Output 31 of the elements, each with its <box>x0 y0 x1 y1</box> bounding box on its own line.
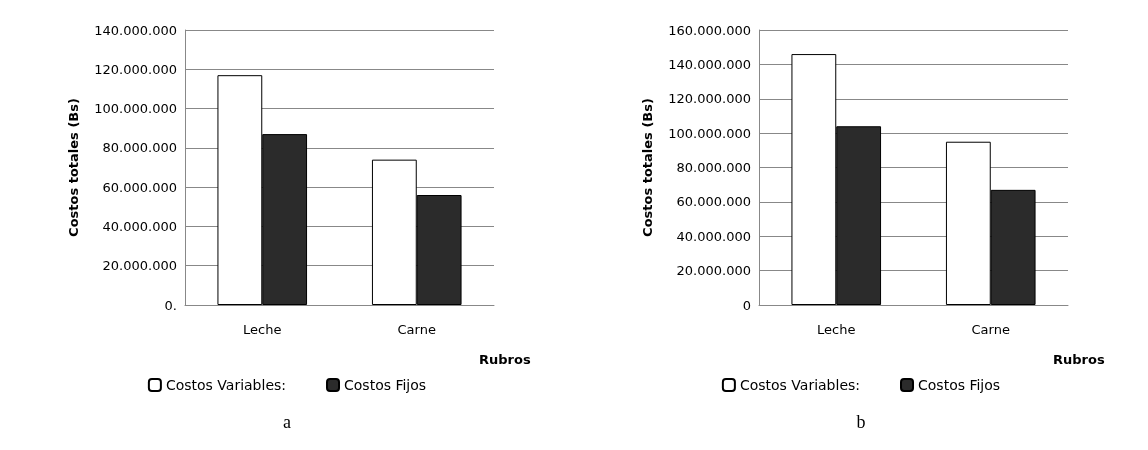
x-axis-title: Rubros <box>1053 352 1105 367</box>
text: b <box>855 412 867 433</box>
y-tick-label: 40.000.000 <box>102 218 177 234</box>
y-tick-label: 40.000.000 <box>676 228 751 244</box>
x-tick-label: Carne <box>971 322 1010 337</box>
y-tick-label: 160.000.000 <box>668 22 751 38</box>
x-axis-title: Rubros <box>479 352 531 367</box>
y-tick-label: 140.000.000 <box>668 56 751 72</box>
y-tick-label: 20.000.000 <box>676 263 751 279</box>
y-tick-label: 120.000.000 <box>668 91 751 107</box>
x-tick-label: Leche <box>243 322 282 337</box>
y-tick-label: 140.000.000 <box>94 22 177 38</box>
legend-label: Costos Fijos <box>918 377 1001 393</box>
y-axis-title: Costos totales (Bs) <box>640 98 655 237</box>
y-tick-label: 80.000.000 <box>676 160 751 175</box>
legend-label: Costos Variables: <box>165 377 287 393</box>
text: a <box>282 412 292 433</box>
y-tick-label: 100.000.000 <box>668 125 751 141</box>
legend-label: Costos Fijos <box>344 377 427 393</box>
y-axis-title: Costos totales (Bs) <box>66 98 81 237</box>
y-tick-label: 0. <box>164 297 177 313</box>
x-tick-label: Carne <box>397 322 436 337</box>
y-tick-label: 80.000.000 <box>102 140 177 156</box>
x-tick-label: Leche <box>817 322 856 337</box>
y-tick-label: 60.000.000 <box>676 194 751 210</box>
y-tick-label: 100.000.000 <box>94 101 177 117</box>
y-tick-label: 60.000.000 <box>102 179 177 195</box>
legend-label: Costos Variables: <box>739 377 861 393</box>
y-tick-label: 120.000.000 <box>94 61 177 77</box>
y-tick-label: 0 <box>742 297 751 313</box>
y-tick-label: 20.000.000 <box>102 258 177 274</box>
